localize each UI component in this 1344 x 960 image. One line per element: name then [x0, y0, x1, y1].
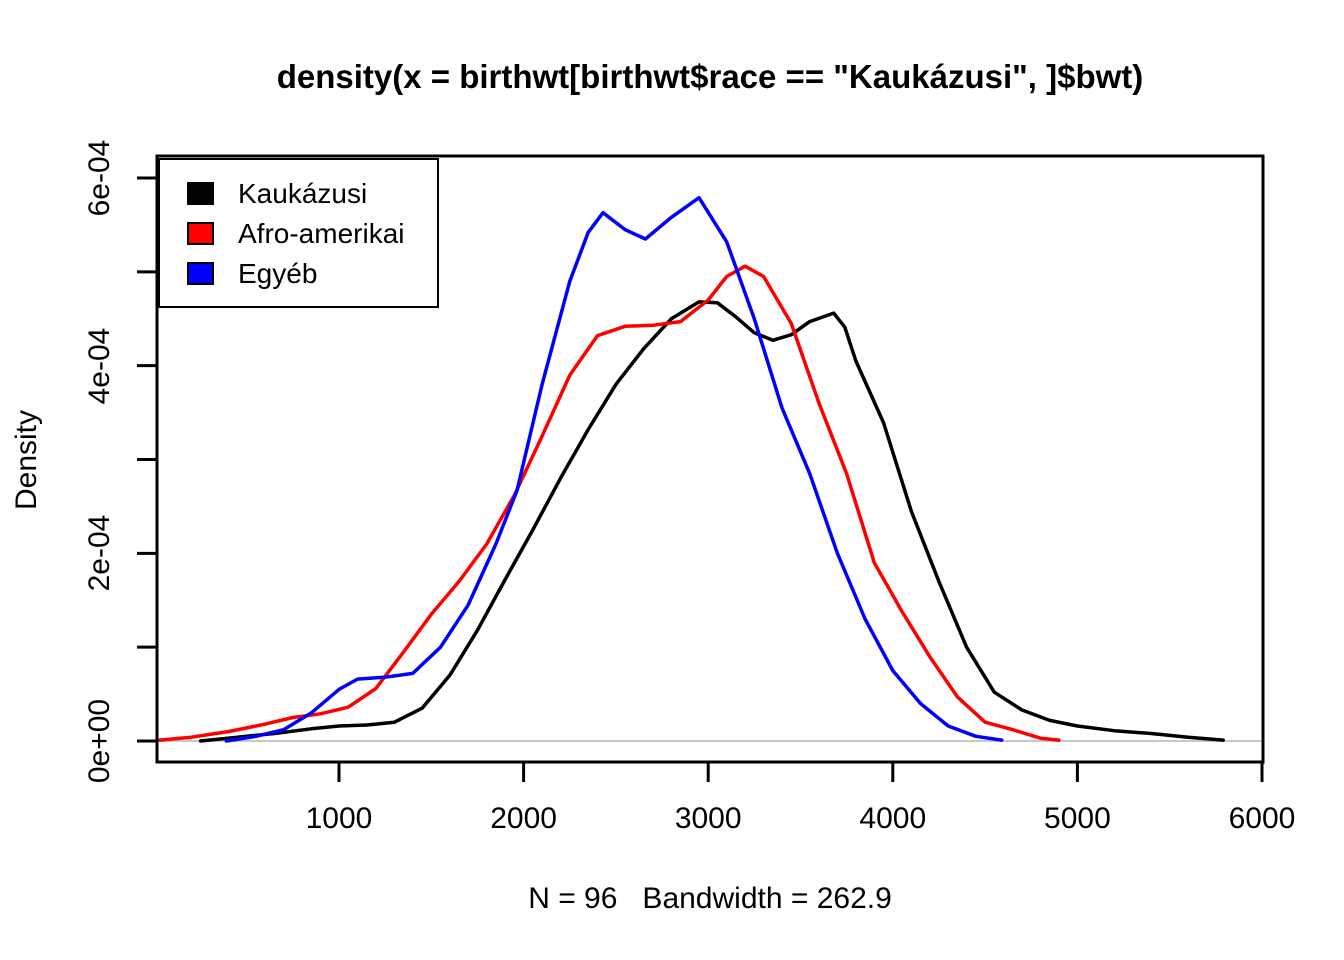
chart-title: density(x = birthwt[birthwt$race == "Kau… — [276, 58, 1144, 95]
legend-label: Afro-amerikai — [238, 218, 405, 249]
legend-item-egy-b: Egyéb — [160, 254, 437, 294]
x-axis-subtitle: N = 96 Bandwidth = 262.9 — [528, 882, 892, 915]
legend-label: Egyéb — [238, 258, 318, 289]
legend-swatch-icon — [187, 262, 214, 285]
legend-label: Kaukázusi — [238, 178, 368, 209]
legend-swatch-icon — [187, 222, 214, 245]
y-axis-label: Density — [10, 409, 43, 511]
y-tick-label-0e+00: 0e+00 — [83, 698, 116, 784]
x-tick-label-6000: 6000 — [1228, 802, 1296, 835]
x-tick-label-5000: 5000 — [1044, 802, 1111, 835]
x-tick-label-3000: 3000 — [674, 802, 742, 835]
density-curve-egy-b — [224, 195, 1004, 743]
legend-swatch-icon — [187, 182, 214, 205]
density-curve-afro-amerikai — [158, 264, 1061, 742]
x-tick-label-1000: 1000 — [305, 802, 373, 835]
legend-item-kauk-zusi: Kaukázusi — [160, 174, 437, 214]
density-curve-kauk-zusi — [198, 300, 1225, 743]
x-tick-label-2000: 2000 — [490, 802, 557, 835]
x-tick-label-4000: 4000 — [859, 802, 927, 835]
y-tick-label-2e-04: 2e-04 — [83, 514, 116, 592]
y-tick-label-4e-04: 4e-04 — [83, 327, 116, 405]
legend-box: Kaukázusi Afro-amerikai Egyéb — [158, 158, 439, 308]
y-tick-label-6e-04: 6e-04 — [83, 139, 116, 217]
legend-item-afro-amerikai: Afro-amerikai — [160, 214, 437, 254]
